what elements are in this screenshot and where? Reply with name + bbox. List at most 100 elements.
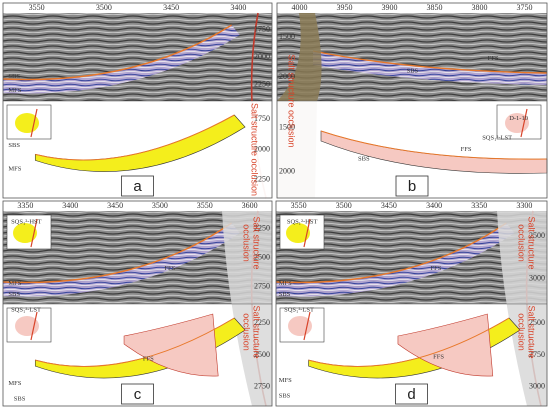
horizon-line [2,222,233,284]
depth-tick-label: 2750 [254,382,270,391]
x-tick-label: 3750 [517,3,533,12]
salt-body [222,211,272,406]
x-tick-label: 3300 [516,201,532,210]
occlusion-label: occlusion [242,224,252,262]
horizon-label: FFS [488,55,499,62]
depth-tick-label: 2500 [529,231,545,240]
reflector-band [276,223,515,297]
depth-tick-label: 2750 [529,350,545,359]
x-tick-label: 4000 [292,3,308,12]
depth-tick-label: 2000 [279,72,295,81]
horizon-label: MFS [8,165,21,172]
letter-box [121,383,154,405]
x-tick-label: 3800 [472,3,488,12]
horizon-line [312,50,548,74]
horizon-label: MFS [8,280,21,287]
x-tick-label: 3400 [62,201,78,210]
horizon-label: MFS [8,380,21,387]
inset-fault [520,108,528,138]
horizon-label: MFS [8,87,21,94]
panel-frame [275,200,548,407]
letter-box [395,383,428,405]
horizon-label: SQS₁²-LST [284,307,314,314]
x-tick-label: 3550 [291,201,307,210]
occlusion-label: Salt structure occlusion [250,103,260,196]
inset-fault [30,108,38,138]
inset-fault [30,311,38,341]
x-tick-label: 3350 [17,201,33,210]
horizon-label: SBS [8,142,20,149]
panel-frame [276,2,548,199]
panel: 3550 3500 3450 3400 3350 3300 2500 3000 2500 2750… [275,200,548,407]
horizon-label: FFS [433,354,444,361]
depth-tick-label: 1500 [279,32,295,41]
x-tick-label: 3900 [382,3,398,12]
depth-tick-label: 2500 [254,350,270,359]
x-tick-label: 3450 [381,201,397,210]
occlusion-label: Salt structure [252,216,262,269]
horizon-label: SQS₁²-HST [287,219,318,226]
horizon-label: SBS [8,73,20,80]
depth-tick-label: 2250 [254,223,270,232]
depth-tick-label: 3000 [529,382,545,391]
panel-letter: a [133,178,142,195]
depth-tick-label: 2250 [254,318,270,327]
horizon-line [2,24,233,81]
inset-fault [303,218,311,248]
horizon-label: FFS [461,146,472,153]
horizon-label: FFS [430,265,441,272]
occlusion-label: Salt structure [527,305,537,358]
panel: 3350 3400 3450 3500 3550 3600 2250 2500 2750 2250… [2,200,273,407]
x-tick-label: 3550 [197,201,213,210]
horizon-label: MFS [279,280,292,287]
horizon-label: FFS [143,356,154,363]
horizon-label: SQS₁²-LST [11,307,41,314]
panel: 4000 3950 3900 3850 3800 3750 1500 2000 1500 2000… [276,2,548,199]
depth-tick-label: 2000 [254,52,270,61]
depth-tick-label: 1750 [254,114,270,123]
x-tick-label: 3400 [230,3,246,12]
x-tick-label: 3600 [242,201,258,210]
reflector-band [3,25,240,94]
letter-box [395,175,429,197]
horizon-label: MFS [279,377,292,384]
horizon-label: SBS [407,68,419,75]
horizon-label: SBS [279,291,291,298]
inset-area [13,223,37,243]
boundary-line [308,317,510,367]
panel-letter: b [408,178,416,195]
occlusion-label: occlusion [517,224,527,262]
occlusion-label: Salt structure occlusion [287,54,297,147]
panel-letter: d [407,386,415,403]
depth-tick-label: 2750 [254,281,270,290]
x-tick-label: 3350 [471,201,487,210]
x-tick-label: 3550 [29,3,45,12]
x-tick-label: 3500 [96,3,112,12]
boundary-line [35,114,235,161]
letter-box [121,175,154,197]
horizon-label: SQS₁²-HST [11,219,42,226]
depth-tick-label: 1750 [254,24,270,33]
x-tick-label: 3500 [336,201,352,210]
inset-area [286,223,310,243]
depth-tick-label: 2250 [254,175,270,184]
x-tick-label: 3450 [163,3,179,12]
depth-tick-label: 1500 [279,122,295,131]
reflector-band [3,223,240,297]
x-tick-label: 3400 [426,201,442,210]
horizon-label: SBS [8,291,20,298]
salt-body [497,211,547,406]
panel-frame [2,200,273,407]
boundary-line [35,317,235,367]
x-tick-label: 3450 [107,201,123,210]
horizon-label: SBS [358,156,370,163]
occlusion-label: occlusion [517,313,527,351]
inset-fault [303,311,311,341]
panel-frame [2,2,273,199]
panel: 3550 3500 3450 3400 1750 2000 2250 1750 2000 2250… [2,2,273,199]
depth-tick-label: 2000 [279,166,295,175]
horizon-line [275,222,507,284]
x-tick-label: 3500 [152,201,168,210]
